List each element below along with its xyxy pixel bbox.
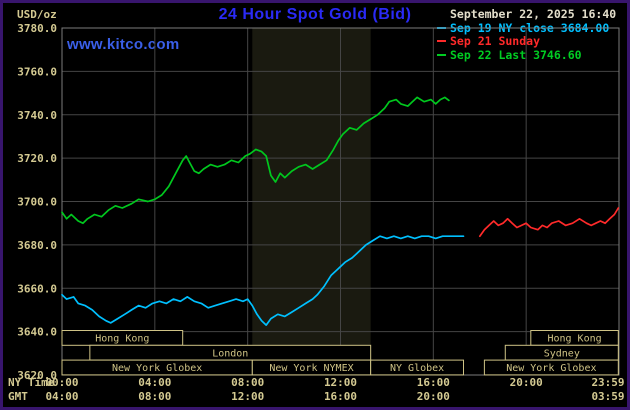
x-tick-label-ny: 23:59 bbox=[591, 376, 624, 389]
session-box bbox=[370, 359, 465, 376]
x-tick-label-gmt: 03:59 bbox=[591, 390, 624, 403]
x-tick-label-ny: 00:00 bbox=[45, 376, 78, 389]
series-line-sep21-sunday bbox=[478, 207, 620, 238]
session-label: New York Globex bbox=[112, 363, 202, 374]
legend-item: Sep 21 Sunday bbox=[437, 34, 616, 49]
legend-line-swatch bbox=[437, 40, 446, 42]
x-tick-label-gmt: 20:00 bbox=[417, 390, 450, 403]
y-tick-label: 3660.0 bbox=[17, 282, 57, 295]
series-line-sep19-ny-close bbox=[61, 235, 465, 326]
session-label: Sydney bbox=[544, 348, 580, 359]
units-label: USD/oz bbox=[17, 8, 57, 21]
kitco-watermark: www.kitco.com bbox=[67, 36, 180, 53]
x-tick-label-ny: 16:00 bbox=[417, 376, 450, 389]
y-tick-label: 3700.0 bbox=[17, 196, 57, 209]
ny-time-axis-label: NY Time bbox=[8, 376, 55, 389]
x-tick-label-ny: 20:00 bbox=[510, 376, 543, 389]
x-tick-label-gmt: 04:00 bbox=[45, 390, 78, 403]
y-tick-label: 3680.0 bbox=[17, 239, 57, 252]
gmt-axis-label: GMT bbox=[8, 390, 28, 403]
session-label: Hong Kong bbox=[547, 334, 601, 345]
session-label: New York Globex bbox=[506, 363, 596, 374]
x-tick-label-gmt: 08:00 bbox=[138, 390, 171, 403]
price-chart-svg: Hong Kong Hong Kong London Sydney New York G… bbox=[17, 22, 624, 403]
series-line-sep22-current bbox=[61, 96, 450, 225]
legend-line-swatch bbox=[437, 53, 446, 56]
x-tick-label-ny: 04:00 bbox=[138, 376, 171, 389]
session-label: New York NYMEX bbox=[269, 363, 353, 374]
y-tick-label: 3740.0 bbox=[17, 109, 57, 122]
x-tick-label-gmt: 16:00 bbox=[324, 390, 357, 403]
x-tick-label-ny: 12:00 bbox=[324, 376, 357, 389]
page-title: 24 Hour Spot Gold (Bid) bbox=[218, 6, 412, 23]
session-label: London bbox=[212, 348, 248, 359]
session-label: Hong Kong bbox=[95, 334, 149, 345]
session-box bbox=[483, 359, 619, 376]
y-tick-label: 3780.0 bbox=[17, 22, 57, 35]
legend-item: Sep 22 Last 3746.60 bbox=[437, 47, 616, 63]
y-tick-label: 3640.0 bbox=[17, 326, 57, 339]
y-tick-label: 3760.0 bbox=[17, 65, 57, 78]
legend-label: Sep 22 Last 3746.60 bbox=[450, 47, 582, 62]
session-label: NY Globex bbox=[390, 363, 444, 374]
x-tick-label-gmt: 12:00 bbox=[231, 390, 264, 403]
x-tick-label-ny: 08:00 bbox=[231, 376, 264, 389]
y-tick-label: 3720.0 bbox=[17, 152, 57, 165]
chart-timestamp: September 22, 2025 16:40 bbox=[450, 7, 617, 21]
legend-label: Sep 21 Sunday bbox=[450, 34, 541, 48]
y-tick-label: 3620.0 bbox=[17, 369, 57, 382]
